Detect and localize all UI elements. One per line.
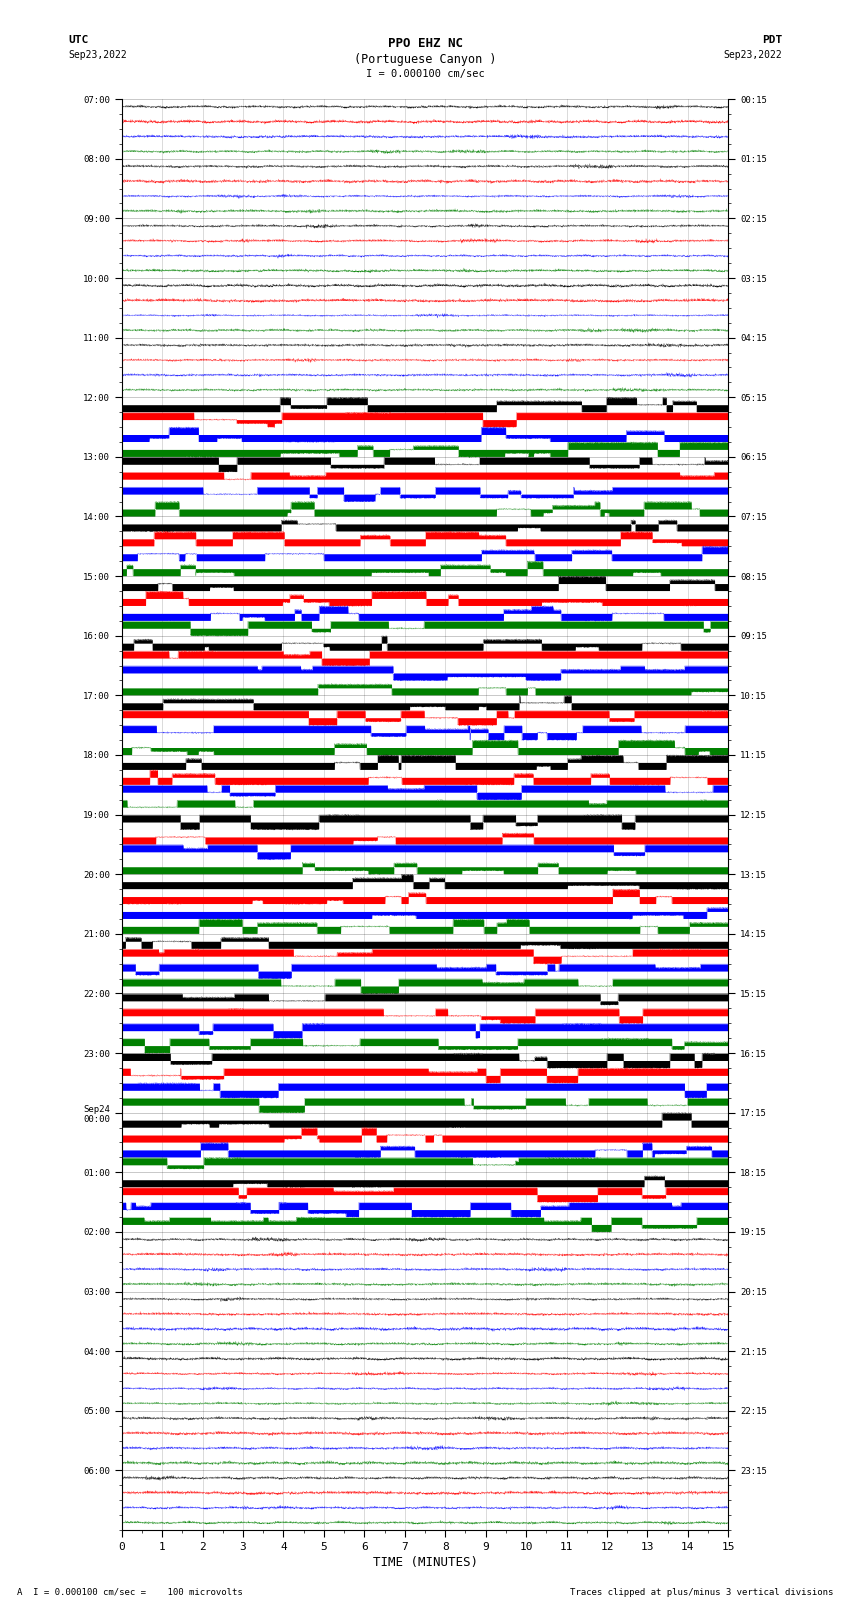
- Text: (Portuguese Canyon ): (Portuguese Canyon ): [354, 53, 496, 66]
- Text: A  I = 0.000100 cm/sec =    100 microvolts: A I = 0.000100 cm/sec = 100 microvolts: [17, 1587, 243, 1597]
- X-axis label: TIME (MINUTES): TIME (MINUTES): [372, 1557, 478, 1569]
- Text: Sep23,2022: Sep23,2022: [68, 50, 127, 60]
- Text: PPO EHZ NC: PPO EHZ NC: [388, 37, 462, 50]
- Text: PDT: PDT: [762, 35, 782, 45]
- Text: I = 0.000100 cm/sec: I = 0.000100 cm/sec: [366, 69, 484, 79]
- Text: UTC: UTC: [68, 35, 88, 45]
- Text: Traces clipped at plus/minus 3 vertical divisions: Traces clipped at plus/minus 3 vertical …: [570, 1587, 833, 1597]
- Text: Sep23,2022: Sep23,2022: [723, 50, 782, 60]
